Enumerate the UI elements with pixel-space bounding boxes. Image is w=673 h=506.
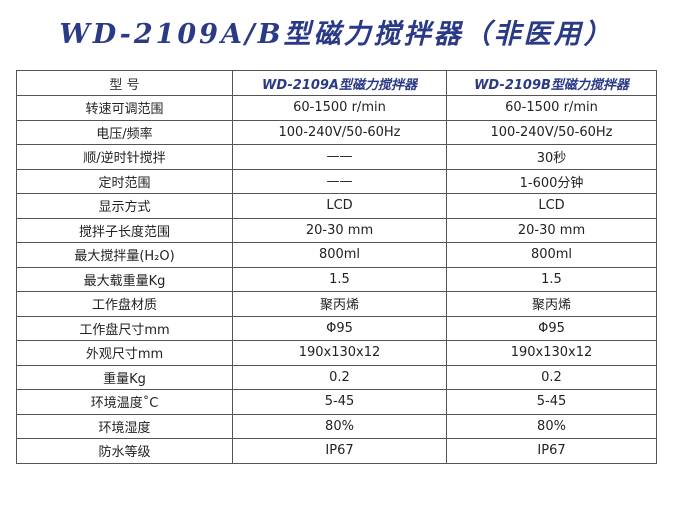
value-model-a: Φ95: [232, 315, 447, 341]
row-label: 顺/逆时针搅拌: [16, 144, 233, 170]
header-model-a: WD-2109A型磁力搅拌器: [232, 70, 447, 96]
page-title: WD-2109A/B型磁力搅拌器（非医用）: [59, 19, 614, 50]
table-row: 环境温度˚C 5-45 5-45: [16, 389, 657, 415]
value-model-a: ——: [232, 168, 447, 194]
value-model-b: 1.5: [446, 266, 657, 292]
row-label: 转速可调范围: [16, 95, 233, 121]
value-model-a: LCD: [232, 193, 447, 219]
value-model-b: 30秒: [446, 144, 657, 170]
table-row: 重量Kg 0.2 0.2: [16, 364, 657, 390]
value-model-a: 0.2: [232, 364, 447, 390]
table-row: 最大搅拌量(H₂O) 800ml 800ml: [16, 242, 657, 268]
table-row: 外观尺寸mm 190x130x12 190x130x12: [16, 340, 657, 366]
value-model-a: 60-1500 r/min: [232, 95, 447, 121]
table-row: 搅拌子长度范围 20-30 mm 20-30 mm: [16, 217, 657, 243]
row-label: 重量Kg: [16, 364, 233, 390]
table-row: 防水等级 IP67 IP67: [16, 438, 657, 464]
row-label: 工作盘尺寸mm: [16, 315, 233, 341]
value-model-b: 100-240V/50-60Hz: [446, 119, 657, 145]
row-label: 电压/频率: [16, 119, 233, 145]
value-model-b: IP67: [446, 438, 657, 464]
value-model-b: 80%: [446, 413, 657, 439]
value-model-a: ——: [232, 144, 447, 170]
row-label: 定时范围: [16, 168, 233, 194]
value-model-b: 800ml: [446, 242, 657, 268]
row-label: 工作盘材质: [16, 291, 233, 317]
table-row: 环境湿度 80% 80%: [16, 413, 657, 439]
table-row: 工作盘材质 聚丙烯 聚丙烯: [16, 291, 657, 317]
table-row: 转速可调范围 60-1500 r/min 60-1500 r/min: [16, 95, 657, 121]
row-label: 环境湿度: [16, 413, 233, 439]
row-label: 防水等级: [16, 438, 233, 464]
spec-table: 型 号 WD-2109A型磁力搅拌器 WD-2109B型磁力搅拌器 转速可调范围…: [16, 70, 657, 464]
table-header-row: 型 号 WD-2109A型磁力搅拌器 WD-2109B型磁力搅拌器: [16, 70, 657, 96]
header-model-b: WD-2109B型磁力搅拌器: [446, 70, 657, 96]
value-model-b: 5-45: [446, 389, 657, 415]
value-model-b: 0.2: [446, 364, 657, 390]
row-label: 显示方式: [16, 193, 233, 219]
row-label: 搅拌子长度范围: [16, 217, 233, 243]
table-row: 显示方式 LCD LCD: [16, 193, 657, 219]
row-label: 外观尺寸mm: [16, 340, 233, 366]
table-row: 电压/频率 100-240V/50-60Hz 100-240V/50-60Hz: [16, 119, 657, 145]
table-row: 工作盘尺寸mm Φ95 Φ95: [16, 315, 657, 341]
value-model-b: LCD: [446, 193, 657, 219]
value-model-a: 100-240V/50-60Hz: [232, 119, 447, 145]
value-model-a: 聚丙烯: [232, 291, 447, 317]
table-row: 顺/逆时针搅拌 —— 30秒: [16, 144, 657, 170]
value-model-a: 5-45: [232, 389, 447, 415]
value-model-a: 800ml: [232, 242, 447, 268]
header-label: 型 号: [16, 70, 233, 96]
value-model-b: 20-30 mm: [446, 217, 657, 243]
table-row: 最大载重量Kg 1.5 1.5: [16, 266, 657, 292]
row-label: 最大载重量Kg: [16, 266, 233, 292]
value-model-a: 80%: [232, 413, 447, 439]
value-model-b: 1-600分钟: [446, 168, 657, 194]
value-model-a: 190x130x12: [232, 340, 447, 366]
value-model-b: 聚丙烯: [446, 291, 657, 317]
value-model-b: 60-1500 r/min: [446, 95, 657, 121]
value-model-a: 1.5: [232, 266, 447, 292]
table-row: 定时范围 —— 1-600分钟: [16, 168, 657, 194]
value-model-b: 190x130x12: [446, 340, 657, 366]
row-label: 环境温度˚C: [16, 389, 233, 415]
value-model-b: Φ95: [446, 315, 657, 341]
value-model-a: 20-30 mm: [232, 217, 447, 243]
row-label: 最大搅拌量(H₂O): [16, 242, 233, 268]
value-model-a: IP67: [232, 438, 447, 464]
